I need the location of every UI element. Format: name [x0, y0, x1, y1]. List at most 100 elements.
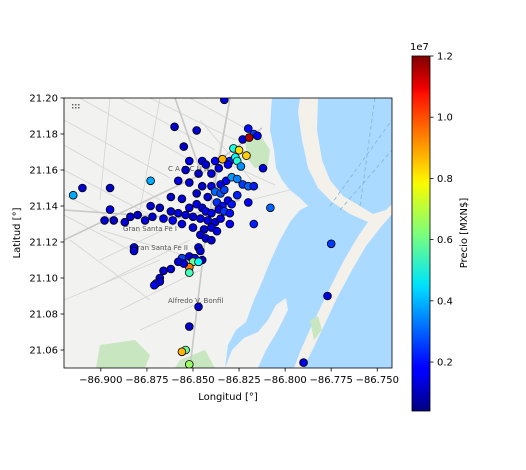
data-point: [242, 151, 251, 160]
colorbar-gradient: [411, 55, 431, 412]
data-point: [120, 217, 130, 227]
data-point: [105, 205, 115, 214]
y-axis: 21.06 21.08 21.10 21.12 21.14 21.16 21.18 21.20: [29, 94, 64, 357]
data-point: [181, 210, 190, 220]
data-point: [210, 156, 220, 166]
data-point: [146, 176, 155, 186]
data-point: [146, 201, 155, 211]
data-point: [179, 142, 189, 151]
data-point: [197, 181, 207, 191]
data-point: [225, 208, 235, 218]
basemap-label-alfredo-v-bonfil: Alfredo V. Bonfil: [168, 297, 223, 305]
data-point: [214, 163, 224, 173]
plot-frame: [63, 97, 393, 369]
y-tick-label: 21.06: [29, 346, 58, 357]
data-point: [185, 156, 194, 166]
data-point: [194, 257, 203, 267]
data-point: [166, 192, 176, 202]
colorbar-tick-label: 1.2: [437, 52, 453, 63]
x-tick-label: −86.775: [310, 375, 353, 386]
colorbar-offset-text: 1e7: [410, 42, 429, 53]
x-axis: −86.900 −86.875 −86.850 −86.825 −86.800 −86.7…: [79, 368, 399, 386]
data-point: [188, 223, 198, 232]
data-point: [207, 208, 216, 218]
data-point: [133, 210, 143, 220]
data-point: [249, 181, 259, 191]
colorbar-tick-label: 0.8: [437, 174, 453, 185]
data-point: [100, 216, 109, 225]
data-point: [185, 322, 194, 331]
data-point: [266, 203, 275, 213]
data-point: [249, 219, 259, 229]
data-point: [244, 133, 254, 142]
data-point: [236, 162, 246, 171]
data-point: [159, 214, 168, 223]
data-point: [173, 257, 183, 267]
x-tick-label: −86.825: [217, 375, 260, 386]
data-point: [126, 212, 135, 222]
colorbar-tick-label: 1.0: [437, 113, 453, 124]
data-point: [166, 207, 176, 216]
basemap-label-gran-santa-fe-2: Gran Santa Fe II: [132, 244, 188, 252]
data-point: [185, 268, 194, 277]
data-point: [326, 239, 336, 249]
data-point: [253, 131, 262, 141]
data-point: [129, 246, 139, 256]
data-point: [140, 216, 150, 225]
x-tick-label: −86.850: [171, 375, 214, 386]
data-point: [192, 126, 201, 135]
data-point: [159, 266, 168, 276]
data-point: [216, 214, 225, 223]
data-point: [194, 169, 203, 178]
data-point: [192, 189, 201, 198]
colorbar: 0.2 0.4 0.6 0.8 1.0 1.2 1e7 Precio [MXN$]: [410, 42, 470, 412]
data-point: [203, 216, 213, 225]
data-point: [223, 160, 233, 169]
data-point: [207, 235, 216, 245]
data-point: [166, 264, 176, 274]
data-point: [185, 360, 194, 368]
x-axis-label: Longitud [°]: [198, 392, 258, 403]
data-point: [243, 124, 253, 133]
data-point: [243, 198, 253, 207]
x-tick-label: −86.900: [79, 375, 122, 386]
data-point: [148, 212, 157, 222]
y-tick-label: 21.20: [29, 94, 58, 105]
colorbar-tick-label: 0.2: [437, 358, 453, 369]
data-point: [232, 174, 242, 184]
data-point: [188, 212, 198, 222]
data-point: [234, 145, 244, 155]
data-point: [105, 183, 115, 193]
x-tick-label: −86.750: [356, 375, 399, 386]
y-tick-label: 21.10: [29, 274, 58, 285]
y-tick-label: 21.14: [29, 202, 58, 213]
data-point: [68, 190, 78, 200]
data-point: [196, 214, 205, 223]
data-point: [173, 176, 183, 186]
data-point: [168, 216, 178, 225]
data-point: [232, 190, 242, 200]
data-point: [203, 192, 213, 202]
data-point: [225, 219, 235, 229]
data-point: [155, 203, 165, 213]
data-point: [194, 302, 203, 312]
data-point: [173, 208, 183, 218]
data-point: [181, 165, 190, 175]
data-point: [78, 183, 87, 193]
x-tick-label: −86.800: [263, 375, 306, 386]
y-tick-label: 21.08: [29, 310, 58, 321]
x-tick-label: −86.875: [125, 375, 168, 386]
data-point: [299, 358, 308, 367]
data-point: [170, 122, 179, 132]
data-point: [177, 219, 187, 229]
basemap-grid-icon: [72, 104, 80, 109]
data-point: [220, 98, 229, 105]
data-point: [212, 226, 222, 236]
data-point: [196, 246, 205, 256]
data-point: [323, 291, 332, 301]
colorbar-ticks: 0.2 0.4 0.6 0.8 1.0 1.2: [430, 52, 453, 369]
data-point: [177, 194, 187, 204]
data-point: [177, 347, 187, 357]
data-point: [109, 216, 119, 225]
